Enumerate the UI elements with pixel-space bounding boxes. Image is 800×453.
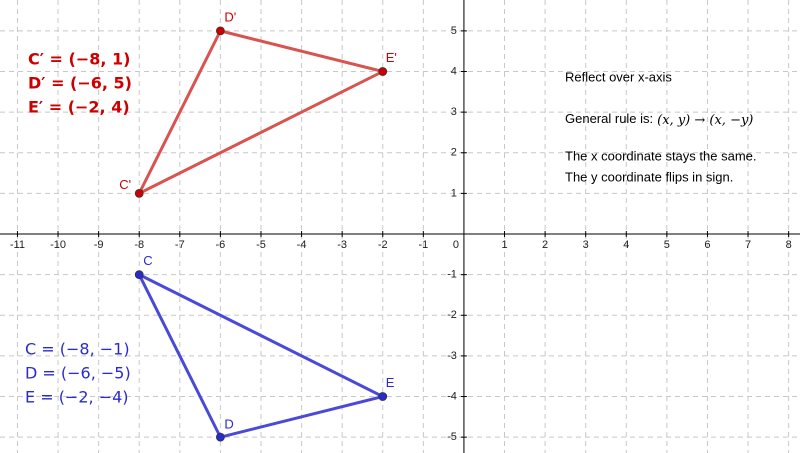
x-tick-label: -7	[175, 239, 185, 251]
x-tick-label: -9	[94, 239, 104, 251]
x-tick-label: 5	[664, 239, 670, 251]
equation: E′ = (−2, 4)	[28, 98, 130, 117]
x-tick-label: 0	[453, 239, 459, 251]
x-tick-label: 8	[786, 239, 792, 251]
rule-formula: (x, y) → (x, −y)	[657, 113, 753, 128]
y-tick-label: 3	[451, 106, 457, 118]
point-label: E	[386, 375, 395, 390]
x-tick-label: -11	[10, 239, 25, 251]
point-label: D	[224, 417, 233, 432]
equation: D′ = (−6, 5)	[28, 74, 132, 93]
note-line: The y coordinate flips in sign.	[565, 169, 733, 184]
note-line: The x coordinate stays the same.	[565, 148, 756, 163]
x-tick-label: 7	[745, 239, 751, 251]
x-tick-label: -5	[256, 239, 266, 251]
point	[215, 26, 225, 36]
x-tick-label: 2	[542, 239, 548, 251]
y-tick-label: 2	[451, 147, 457, 159]
x-tick-label: -4	[297, 239, 307, 251]
x-tick-label: -2	[378, 239, 388, 251]
triangle	[135, 271, 388, 439]
equation: C = (−8, −1)	[25, 340, 130, 359]
y-tick-label: 5	[451, 25, 457, 37]
y-tick-label: -1	[447, 269, 457, 281]
equation: D = (−6, −5)	[25, 364, 131, 383]
y-tick-label: -2	[447, 309, 457, 321]
x-tick-label: -8	[134, 239, 144, 251]
x-tick-label: -6	[216, 239, 226, 251]
y-tick-label: 4	[451, 65, 457, 77]
point-label: C	[143, 253, 152, 268]
x-tick-label: -10	[50, 239, 66, 251]
y-tick-label: -5	[447, 431, 457, 443]
equation: C′ = (−8, 1)	[28, 50, 130, 69]
note-heading: Reflect over x-axis	[565, 69, 672, 84]
point	[134, 270, 144, 280]
y-tick-label: -3	[447, 350, 457, 362]
triangle	[135, 29, 388, 197]
equation: E = (−2, −4)	[25, 388, 129, 407]
x-tick-label: 4	[623, 239, 629, 251]
x-tick-label: 3	[583, 239, 589, 251]
note-rule: General rule is: (x, y) → (x, −y)	[565, 111, 753, 127]
x-tick-label: -3	[337, 239, 347, 251]
point	[134, 188, 144, 198]
y-tick-label: -4	[447, 390, 457, 402]
point-label: C'	[119, 177, 131, 192]
plot: C' D' E' C′ = (−8, 1) D′ = (−6, 5) E′ = (−2, …	[25, 9, 397, 442]
x-tick-label: 6	[704, 239, 710, 251]
y-tick-label: 1	[451, 187, 457, 199]
x-tick-label: -1	[418, 239, 428, 251]
point	[378, 67, 388, 76]
point	[215, 432, 225, 442]
x-tick-label: 1	[501, 239, 507, 251]
point-label: D'	[224, 9, 236, 24]
point	[378, 392, 388, 401]
rule-label: General rule is:	[565, 111, 653, 126]
point-label: E'	[386, 50, 397, 65]
